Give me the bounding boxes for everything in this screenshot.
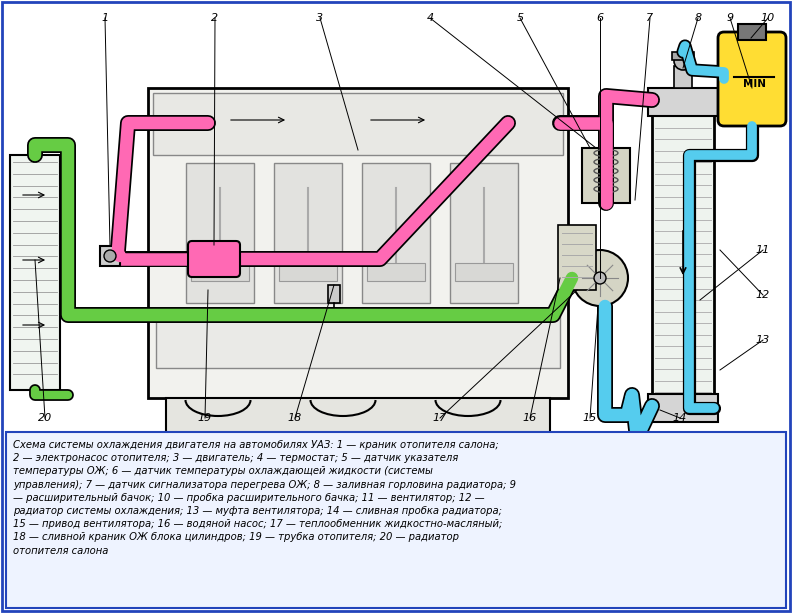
Bar <box>328 285 340 303</box>
Text: 20: 20 <box>38 413 52 423</box>
Bar <box>455 263 513 281</box>
Text: 18: 18 <box>287 413 302 423</box>
Text: 10: 10 <box>761 13 775 23</box>
Bar <box>191 263 249 281</box>
Text: 13: 13 <box>756 335 770 345</box>
FancyBboxPatch shape <box>188 241 240 277</box>
Bar <box>100 246 120 266</box>
Bar <box>652 88 714 418</box>
Bar <box>558 225 596 290</box>
Text: 19: 19 <box>198 413 212 423</box>
Bar <box>186 163 254 303</box>
Text: 5: 5 <box>516 13 524 23</box>
Bar <box>648 394 718 422</box>
Bar <box>274 163 342 303</box>
Bar <box>279 263 337 281</box>
Bar <box>156 313 560 368</box>
Bar <box>738 24 766 40</box>
Text: 1: 1 <box>101 13 109 23</box>
Text: 14: 14 <box>673 413 687 423</box>
Text: 8: 8 <box>695 13 702 23</box>
Bar <box>674 66 692 88</box>
Bar <box>6 432 786 608</box>
Circle shape <box>572 250 628 306</box>
Circle shape <box>594 272 606 284</box>
Text: 2: 2 <box>211 13 219 23</box>
Bar <box>648 88 718 116</box>
Text: 16: 16 <box>523 413 537 423</box>
Bar <box>450 163 518 303</box>
Bar <box>367 263 425 281</box>
Circle shape <box>104 250 116 262</box>
Text: 3: 3 <box>317 13 324 23</box>
Bar <box>362 163 430 303</box>
Text: 11: 11 <box>756 245 770 255</box>
Text: 9: 9 <box>726 13 733 23</box>
Circle shape <box>674 52 692 70</box>
Text: MIN: MIN <box>743 79 766 89</box>
Text: Схема системы охлаждения двигателя на автомобилях УАЗ: 1 — краник отопителя сало: Схема системы охлаждения двигателя на ав… <box>13 440 516 555</box>
Bar <box>672 52 694 60</box>
Text: 7: 7 <box>646 13 653 23</box>
Text: 4: 4 <box>426 13 433 23</box>
Text: 15: 15 <box>583 413 597 423</box>
FancyBboxPatch shape <box>718 32 786 126</box>
Bar <box>10 155 60 390</box>
Bar <box>582 148 630 203</box>
Bar <box>148 88 568 398</box>
Text: 17: 17 <box>433 413 447 423</box>
Bar <box>153 93 563 155</box>
Bar <box>166 398 550 436</box>
Text: 12: 12 <box>756 290 770 300</box>
Text: 6: 6 <box>596 13 604 23</box>
